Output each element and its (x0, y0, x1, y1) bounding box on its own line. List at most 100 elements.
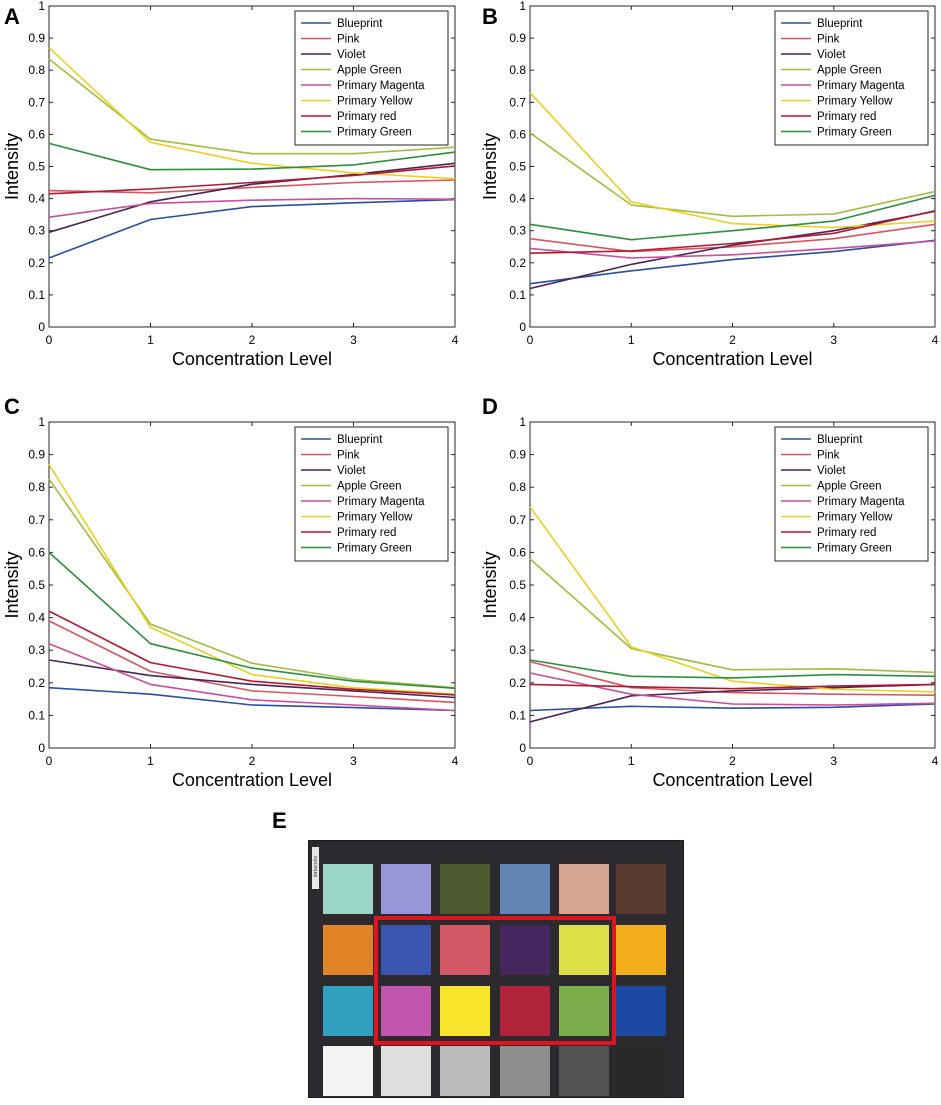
x-tick-label: 1 (628, 333, 635, 347)
y-tick-label: 0.6 (509, 545, 526, 559)
series-group (529, 506, 936, 723)
legend-entry: Apple Green (817, 481, 882, 493)
series-line-primary-green (529, 659, 936, 679)
y-tick-label: 0.2 (28, 676, 45, 690)
y-tick-label: 0.3 (509, 224, 526, 238)
series-line-primary-green (48, 142, 456, 171)
y-tick-label: 0.8 (28, 480, 45, 494)
legend: Blueprint Pink Violet Apple Green Primary Ma… (774, 426, 929, 562)
y-tick-label: 0.4 (509, 611, 526, 625)
y-tick-label: 0.2 (28, 256, 45, 270)
chart-panel-a: A 0 0.1 0.2 0.3 0.4 0.5 0.6 0.7 0.8 0.9 1 0 1 2 3 4 Conce… (2, 0, 459, 369)
legend-entry: Primary red (337, 527, 396, 539)
series-line-primary-green (48, 551, 456, 690)
series-group (529, 92, 936, 290)
legend-entry: Primary Yellow (817, 96, 893, 108)
x-tick-label: 4 (452, 333, 459, 347)
color-swatch (559, 925, 609, 975)
legend-entry: Primary red (817, 527, 876, 539)
color-swatch (616, 925, 666, 975)
x-tick-label: 0 (46, 754, 53, 768)
color-swatch (500, 986, 550, 1036)
legend-box (774, 10, 929, 146)
legend-box (294, 10, 449, 146)
y-tick-label: 0.3 (28, 643, 45, 657)
legend-entry: Primary Magenta (817, 496, 905, 508)
panel-letter-a: A (4, 4, 20, 29)
legend-entry: Primary Magenta (817, 80, 905, 92)
color-swatch (381, 925, 431, 975)
x-tick-label: 1 (147, 754, 154, 768)
series-line-violet (529, 683, 936, 723)
y-tick-label: 0.3 (28, 224, 45, 238)
series-line-primary-yellow (48, 463, 456, 695)
color-swatch (381, 1046, 431, 1096)
series-line-primary-red (48, 165, 456, 195)
y-tick-label: 0.4 (28, 192, 45, 206)
series-line-pink (529, 223, 936, 253)
legend-entry: Violet (337, 465, 366, 477)
series-line-violet (529, 210, 936, 290)
color-checker-chart: datacolor (308, 840, 684, 1098)
y-axis-label: Intensity (480, 551, 500, 618)
panel-letter-d: D (482, 394, 498, 419)
series-group (48, 47, 456, 259)
y-tick-label: 0.9 (28, 448, 45, 462)
series-line-primary-magenta (48, 642, 456, 712)
color-swatch (500, 925, 550, 975)
y-tick-label: 0.9 (509, 31, 526, 45)
legend-box (294, 426, 449, 562)
y-tick-label: 0.6 (28, 545, 45, 559)
legend-entry: Violet (817, 465, 846, 477)
y-tick-label: 0.8 (509, 480, 526, 494)
y-tick-label: 0 (519, 741, 526, 755)
series-line-pink (529, 660, 936, 696)
series-line-primary-red (48, 610, 456, 696)
legend-entry: Primary Green (337, 127, 412, 139)
x-tick-label: 4 (452, 754, 459, 768)
y-axis-label: Intensity (2, 551, 22, 618)
legend-entry: Pink (817, 34, 840, 46)
color-swatch (559, 1046, 609, 1096)
y-tick-label: 1 (519, 0, 526, 13)
legend-entry: Primary red (817, 111, 876, 123)
series-line-apple-green (529, 558, 936, 674)
legend-entry: Violet (817, 49, 846, 61)
y-tick-label: 0 (38, 741, 45, 755)
x-axis-label: Concentration Level (172, 770, 332, 790)
y-tick-label: 0 (38, 320, 45, 334)
x-tick-label: 4 (932, 754, 939, 768)
color-swatch (616, 1046, 666, 1096)
color-swatch (559, 864, 609, 914)
y-tick-label: 0.5 (509, 160, 526, 174)
x-tick-label: 2 (249, 333, 256, 347)
legend-entry: Pink (337, 34, 360, 46)
panel-letter-b: B (482, 4, 498, 29)
series-line-primary-green (529, 194, 936, 241)
x-tick-label: 1 (147, 333, 154, 347)
y-tick-label: 0 (519, 320, 526, 334)
y-tick-label: 0.2 (509, 676, 526, 690)
series-line-pink (48, 620, 456, 704)
legend-entry: Blueprint (817, 18, 863, 30)
series-line-primary-yellow (529, 506, 936, 693)
y-tick-label: 0.6 (509, 127, 526, 141)
color-swatch (500, 864, 550, 914)
series-line-primary-magenta (529, 240, 936, 259)
legend-entry: Apple Green (817, 65, 882, 77)
legend-entry: Primary Yellow (337, 512, 413, 524)
y-tick-label: 0.7 (509, 513, 526, 527)
series-line-apple-green (48, 478, 456, 689)
series-line-primary-magenta (529, 672, 936, 706)
legend: Blueprint Pink Violet Apple Green Primary Ma… (294, 10, 449, 146)
y-tick-label: 0.4 (509, 192, 526, 206)
legend-entry: Primary Yellow (337, 96, 413, 108)
color-swatch (440, 925, 490, 975)
series-line-primary-yellow (48, 47, 456, 180)
x-tick-label: 3 (350, 754, 357, 768)
chart-panel-c: C 0 0.1 0.2 0.3 0.4 0.5 0.6 0.7 0.8 0.9 1 0 1 2 3 4 Conce… (2, 394, 459, 790)
legend-box (774, 426, 929, 562)
color-swatch (616, 864, 666, 914)
legend: Blueprint Pink Violet Apple Green Primary Ma… (294, 426, 449, 562)
legend-entry: Apple Green (337, 481, 402, 493)
